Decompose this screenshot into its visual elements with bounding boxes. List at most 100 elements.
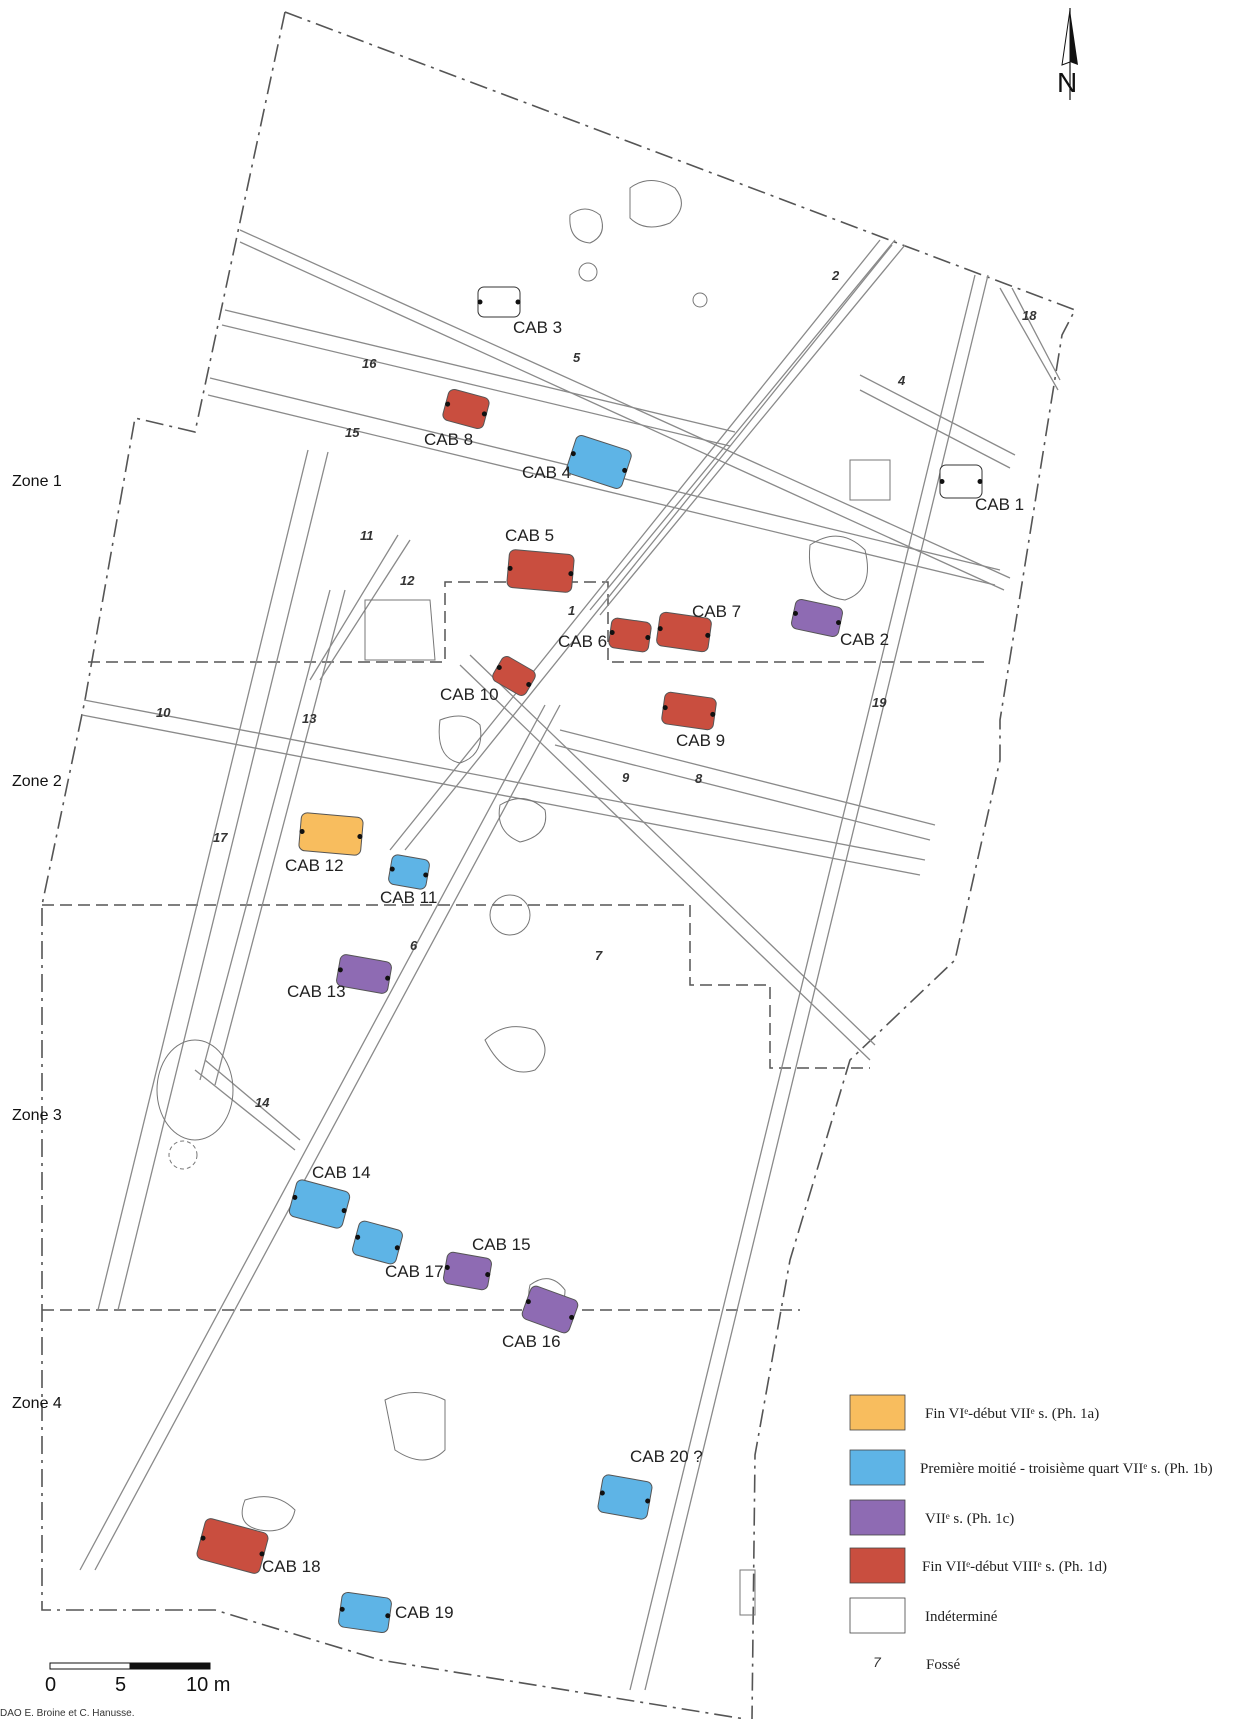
ditch-number-15: 15 — [345, 425, 360, 440]
cabane-shape — [597, 1474, 653, 1520]
post-hole — [444, 1264, 450, 1270]
post-hole — [705, 632, 711, 638]
legend-swatch-indetermine — [849, 1597, 906, 1634]
cabane-17: CAB 17 — [352, 1220, 444, 1281]
other-features — [156, 180, 891, 1616]
ditch-numbers: 1 2 4 5 6 7 8 9 10 11 12 13 14 15 16 17 … — [156, 268, 1037, 1110]
post-hole — [657, 626, 663, 632]
legend-ditch-symbol: 7 — [873, 1654, 882, 1670]
cabane-16: CAB 16 — [502, 1285, 579, 1351]
legend: Fin VIᵉ-début VIIᵉ s. (Ph. 1a) Première … — [849, 1394, 1213, 1673]
north-arrow-icon — [1070, 10, 1078, 65]
cabane-19: CAB 19 — [338, 1591, 454, 1634]
cabane-label: CAB 8 — [424, 430, 473, 449]
scale-tick-5: 5 — [115, 1674, 126, 1696]
cabane-shape — [388, 854, 430, 890]
cabane-label: CAB 16 — [502, 1332, 561, 1351]
post-hole — [477, 299, 483, 305]
zone-label-4: Zone 4 — [12, 1395, 62, 1412]
cabane-label: CAB 11 — [380, 888, 437, 907]
ditch-number-7: 7 — [595, 948, 603, 963]
cabane-5: CAB 5 — [505, 526, 575, 593]
ditch-number-8: 8 — [695, 771, 703, 786]
post-hole — [710, 711, 716, 717]
legend-swatch-1b — [849, 1449, 906, 1486]
zone-label-3: Zone 3 — [12, 1107, 62, 1124]
cabane-6: CAB 6 — [558, 617, 652, 653]
cabane-10: CAB 10 — [440, 656, 536, 704]
post-hole — [355, 1234, 361, 1240]
post-hole — [836, 620, 842, 626]
cabane-shape — [338, 1591, 392, 1634]
post-hole — [525, 1299, 531, 1305]
cabane-shape — [506, 549, 575, 593]
cabane-shape — [196, 1518, 269, 1574]
post-hole — [515, 299, 521, 305]
cabane-label: CAB 1 — [975, 495, 1024, 514]
north-arrow: N — [1057, 8, 1078, 100]
cabane-shape — [566, 435, 632, 489]
cabane-shape — [288, 1179, 351, 1229]
cabanes-layer: CAB 1 CAB 2 CAB 3 CAB 4 CAB 5 CAB 6 CAB 7 CAB 8… — [196, 286, 1024, 1634]
cabane-label: CAB 5 — [505, 526, 554, 545]
cabane-label: CAB 6 — [558, 632, 607, 651]
ditch-number-2: 2 — [831, 268, 840, 283]
legend-swatch-1c — [849, 1499, 906, 1536]
legend-label-indetermine: Indéterminé — [925, 1609, 998, 1625]
ditch-number-5: 5 — [573, 350, 581, 365]
cabane-shape — [442, 388, 490, 430]
post-hole — [569, 1314, 575, 1320]
excavation-boundary — [284, 11, 1077, 1719]
cabane-shape — [352, 1220, 403, 1265]
ditch-number-19: 19 — [872, 695, 887, 710]
post-hole — [645, 635, 651, 641]
cabane-label: CAB 3 — [513, 318, 562, 337]
cabane-label: CAB 7 — [692, 602, 741, 621]
cabane-20: CAB 20 ? — [597, 1447, 703, 1520]
cabane-1: CAB 1 — [939, 464, 1024, 514]
post-hole — [507, 565, 513, 571]
post-hole — [200, 1535, 206, 1541]
post-hole — [481, 411, 487, 417]
cabane-8: CAB 8 — [424, 388, 490, 449]
ditch-number-14: 14 — [255, 1095, 270, 1110]
ditch-number-17: 17 — [213, 830, 228, 845]
zone-label-1: Zone 1 — [12, 473, 62, 490]
scale-tick-0: 0 — [45, 1674, 56, 1696]
cabane-shape — [443, 1251, 492, 1291]
ditch-number-12: 12 — [400, 573, 415, 588]
post-hole — [485, 1272, 491, 1278]
legend-label-1d: Fin VIIᵉ-début VIIIᵉ s. (Ph. 1d) — [922, 1559, 1107, 1575]
ditches — [79, 229, 1061, 1691]
scale-tick-10: 10 m — [186, 1674, 230, 1696]
cabane-label: CAB 4 — [522, 463, 571, 482]
cabane-shape — [791, 598, 843, 638]
ditch-number-13: 13 — [302, 711, 317, 726]
post-hole — [609, 629, 615, 635]
cabane-13: CAB 13 — [287, 954, 392, 1001]
legend-swatch-1d — [849, 1547, 906, 1584]
post-hole — [939, 479, 945, 484]
post-hole — [977, 479, 983, 484]
post-hole — [339, 1606, 345, 1612]
zone-label-2: Zone 2 — [12, 773, 62, 790]
cabane-12: CAB 12 — [285, 812, 364, 875]
cabane-label: CAB 12 — [285, 856, 344, 875]
legend-label-1b: Première moitié - troisième quart VIIᵉ s… — [920, 1461, 1213, 1477]
cabane-shape — [608, 617, 652, 653]
legend-label-1c: VIIᵉ s. (Ph. 1c) — [925, 1511, 1014, 1527]
cabane-label: CAB 18 — [262, 1557, 321, 1576]
cabane-label: CAB 9 — [676, 731, 725, 750]
post-hole — [622, 467, 628, 473]
cabane-label: CAB 13 — [287, 982, 346, 1001]
cabane-shape — [521, 1285, 579, 1334]
credit-text: DAO E. Broine et C. Hanusse. — [0, 1708, 135, 1719]
cabane-label: CAB 2 — [840, 630, 889, 649]
north-label: N — [1057, 67, 1077, 98]
cabane-label: CAB 17 — [385, 1262, 444, 1281]
post-hole — [341, 1208, 347, 1214]
ditch-number-16: 16 — [362, 356, 377, 371]
scale-bar: 0 5 10 m — [45, 1662, 230, 1696]
ditch-number-10: 10 — [156, 705, 171, 720]
